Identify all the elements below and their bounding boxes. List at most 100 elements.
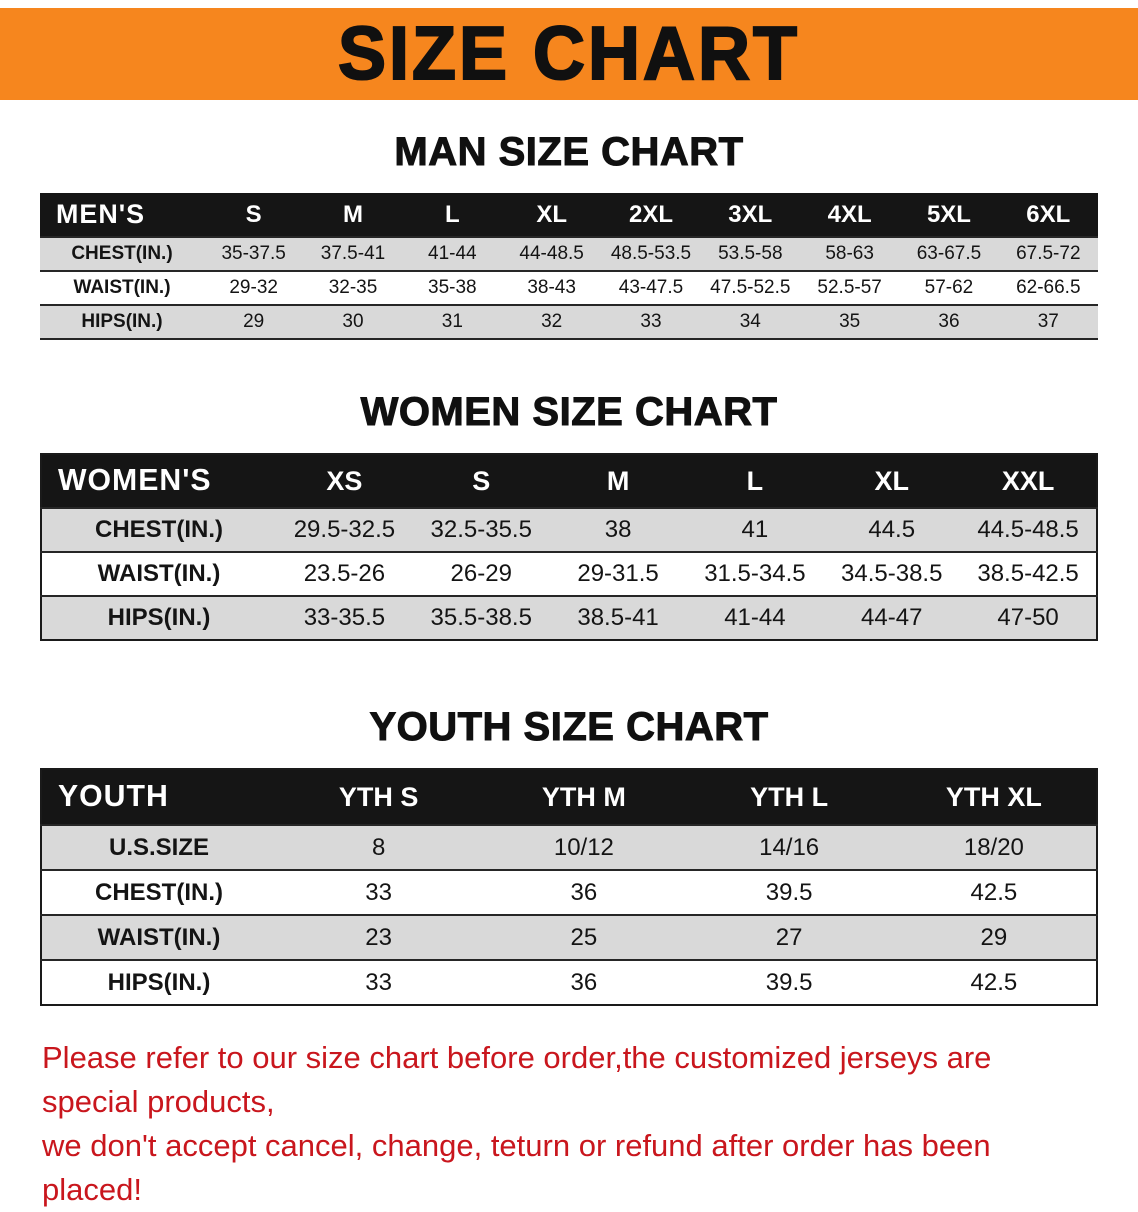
size-cell: 26-29 bbox=[450, 560, 512, 587]
size-cell: 47.5-52.5 bbox=[710, 277, 791, 298]
size-cell: 47-50 bbox=[997, 604, 1059, 631]
size-cell: 58-63 bbox=[825, 243, 874, 264]
disclaimer-line-1: Please refer to our size chart before or… bbox=[42, 1040, 992, 1120]
size-column-header: 2XL bbox=[601, 193, 701, 237]
size-cell: 14/16 bbox=[759, 833, 820, 861]
size-cell: 29-32 bbox=[229, 277, 278, 298]
disclaimer-line-2: we don't accept cancel, change, teturn o… bbox=[42, 1128, 991, 1208]
men-size-section: MAN SIZE CHART MEN'S S M L XL 2XL 3XL 4XL 5XL 6XL… bbox=[0, 130, 1138, 340]
size-column-header: 6XL bbox=[998, 193, 1098, 237]
size-cell: 29 bbox=[243, 311, 265, 332]
size-column-header: S bbox=[204, 193, 304, 237]
size-cell: 31 bbox=[441, 311, 463, 332]
table-corner-label: YOUTH bbox=[41, 769, 276, 825]
measurement-row: WAIST(IN.) 23 25 27 29 bbox=[41, 915, 1097, 960]
header-row: WOMEN'S XS S M L XL XXL bbox=[41, 454, 1097, 508]
size-column-header: XXL bbox=[960, 454, 1097, 508]
size-column-header: 3XL bbox=[700, 193, 800, 237]
row-label: HIPS(IN.) bbox=[107, 604, 211, 631]
size-cell: 33 bbox=[640, 311, 662, 332]
size-cell: 38.5-42.5 bbox=[977, 560, 1079, 587]
size-cell: 38-43 bbox=[527, 277, 576, 298]
size-column-header: YTH M bbox=[481, 769, 687, 825]
youth-size-section: YOUTH SIZE CHART YOUTH YTH S YTH M YTH L YTH… bbox=[0, 705, 1138, 1006]
size-column-header: S bbox=[412, 454, 550, 508]
size-cell: 36 bbox=[570, 968, 598, 996]
row-label: CHEST(IN.) bbox=[71, 243, 173, 264]
measurement-row: CHEST(IN.) 35-37.5 37.5-41 41-44 44-48.5 48.5… bbox=[40, 237, 1098, 271]
size-cell: 34.5-38.5 bbox=[841, 560, 943, 587]
size-cell: 29.5-32.5 bbox=[293, 516, 396, 543]
size-column-header: M bbox=[303, 193, 403, 237]
size-column-header: XS bbox=[276, 454, 413, 508]
banner: SIZE CHART bbox=[0, 8, 1138, 100]
size-cell: 38.5-41 bbox=[577, 604, 659, 631]
women-size-section: WOMEN SIZE CHART WOMEN'S XS S M L XL XXL CHEST(… bbox=[0, 390, 1138, 641]
size-cell: 44-47 bbox=[861, 604, 923, 631]
size-cell: 44.5-48.5 bbox=[977, 516, 1079, 543]
row-label: HIPS(IN.) bbox=[107, 968, 211, 996]
size-cell: 35-38 bbox=[428, 277, 477, 298]
page-title: SIZE CHART bbox=[337, 11, 800, 96]
size-cell: 36 bbox=[570, 878, 598, 906]
size-cell: 44-48.5 bbox=[519, 243, 584, 264]
size-cell: 62-66.5 bbox=[1016, 277, 1081, 298]
size-cell: 52.5-57 bbox=[817, 277, 882, 298]
measurement-row: HIPS(IN.) 33 36 39.5 42.5 bbox=[41, 960, 1097, 1005]
size-cell: 63-67.5 bbox=[916, 243, 982, 264]
measurement-row: WAIST(IN.) 29-32 32-35 35-38 38-43 43-47.5 47.… bbox=[40, 271, 1098, 305]
size-cell: 23.5-26 bbox=[303, 560, 386, 587]
size-cell: 8 bbox=[371, 833, 386, 861]
size-cell: 44.5 bbox=[868, 516, 916, 543]
size-cell: 18/20 bbox=[963, 833, 1024, 861]
size-cell: 41-44 bbox=[724, 604, 786, 631]
size-column-header: L bbox=[686, 454, 824, 508]
size-cell: 53.5-58 bbox=[718, 243, 783, 264]
size-column-header: YTH XL bbox=[891, 769, 1097, 825]
table-corner-label: MEN'S bbox=[40, 193, 204, 237]
size-column-header: XL bbox=[823, 454, 961, 508]
size-cell: 38 bbox=[604, 516, 632, 543]
size-cell: 41-44 bbox=[428, 243, 477, 264]
size-cell: 10/12 bbox=[553, 833, 614, 861]
size-column-header: 4XL bbox=[799, 193, 900, 237]
size-cell: 33-35.5 bbox=[303, 604, 386, 631]
size-column-header: L bbox=[402, 193, 502, 237]
table-corner-label: WOMEN'S bbox=[41, 454, 276, 508]
size-cell: 42.5 bbox=[970, 968, 1018, 996]
measurement-row: U.S.SIZE 8 10/12 14/16 18/20 bbox=[41, 825, 1097, 870]
measurement-row: CHEST(IN.) 29.5-32.5 32.5-35.5 38 41 44.5 44.5… bbox=[41, 508, 1097, 552]
women-size-table: WOMEN'S XS S M L XL XXL CHEST(IN.) 29.5-32.5 32.5… bbox=[40, 453, 1098, 641]
size-column-header: M bbox=[549, 454, 687, 508]
size-cell: 48.5-53.5 bbox=[610, 243, 692, 264]
size-cell: 33 bbox=[365, 968, 392, 996]
row-label: WAIST(IN.) bbox=[97, 560, 221, 587]
youth-section-heading: YOUTH SIZE CHART bbox=[369, 705, 769, 750]
measurement-row: WAIST(IN.) 23.5-26 26-29 29-31.5 31.5-34.5 34… bbox=[41, 552, 1097, 596]
size-cell: 37 bbox=[1037, 311, 1059, 332]
size-cell: 57-62 bbox=[924, 277, 974, 298]
row-label: WAIST(IN.) bbox=[73, 277, 171, 298]
size-cell: 32.5-35.5 bbox=[430, 516, 532, 543]
size-cell: 67.5-72 bbox=[1016, 243, 1081, 264]
size-cell: 34 bbox=[739, 311, 761, 332]
size-cell: 23 bbox=[365, 923, 392, 951]
size-cell: 35 bbox=[839, 311, 861, 332]
size-column-header: XL bbox=[501, 193, 602, 237]
size-cell: 39.5 bbox=[765, 968, 813, 996]
size-cell: 43-47.5 bbox=[618, 277, 684, 298]
size-column-header: YTH L bbox=[686, 769, 892, 825]
size-cell: 32 bbox=[541, 311, 563, 332]
header-row: YOUTH YTH S YTH M YTH L YTH XL bbox=[41, 769, 1097, 825]
size-cell: 35-37.5 bbox=[221, 243, 286, 264]
size-cell: 32-35 bbox=[328, 277, 378, 298]
men-section-heading: MAN SIZE CHART bbox=[394, 130, 744, 175]
size-cell: 29-31.5 bbox=[577, 560, 659, 587]
size-cell: 35.5-38.5 bbox=[430, 604, 532, 631]
size-cell: 42.5 bbox=[970, 878, 1018, 906]
row-label: HIPS(IN.) bbox=[81, 311, 163, 332]
size-column-header: 5XL bbox=[899, 193, 999, 237]
row-label: WAIST(IN.) bbox=[97, 923, 221, 951]
women-section-heading: WOMEN SIZE CHART bbox=[360, 390, 778, 435]
